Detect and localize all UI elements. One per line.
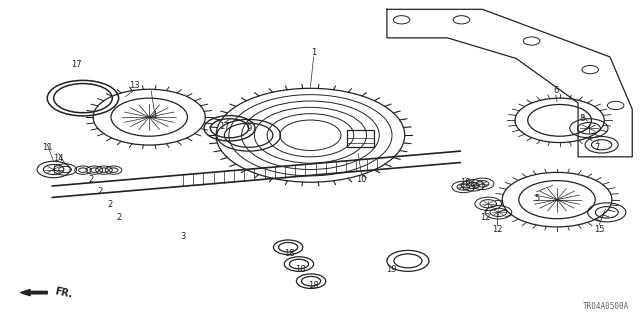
Text: 12: 12 [481, 212, 491, 222]
Text: 19: 19 [386, 265, 397, 274]
Text: 9: 9 [246, 124, 252, 133]
Text: 4: 4 [152, 111, 157, 120]
Text: 6: 6 [553, 86, 559, 95]
Text: 10: 10 [356, 174, 367, 184]
Text: 7: 7 [595, 143, 600, 152]
Text: 12: 12 [492, 225, 502, 234]
Text: 17: 17 [71, 60, 82, 69]
Bar [347, 130, 374, 147]
Text: 17: 17 [219, 122, 230, 131]
Text: 1: 1 [311, 48, 316, 57]
Text: 13: 13 [129, 81, 140, 90]
Text: 2: 2 [107, 200, 113, 209]
Text: 16: 16 [460, 178, 470, 187]
Text: 8: 8 [580, 114, 585, 123]
Text: 14: 14 [54, 154, 64, 163]
Text: 5: 5 [534, 194, 540, 203]
Text: 18: 18 [284, 249, 295, 258]
Text: 18: 18 [308, 281, 319, 290]
Text: 2: 2 [88, 174, 93, 184]
Text: TR04A0500A: TR04A0500A [583, 302, 629, 311]
Text: 3: 3 [180, 232, 186, 241]
Text: 2: 2 [116, 212, 122, 222]
Text: FR.: FR. [54, 286, 74, 300]
Text: 18: 18 [296, 265, 306, 274]
Text: 11: 11 [42, 143, 52, 152]
Text: 15: 15 [594, 225, 604, 234]
Text: 2: 2 [97, 187, 103, 196]
FancyArrow shape [20, 289, 47, 296]
